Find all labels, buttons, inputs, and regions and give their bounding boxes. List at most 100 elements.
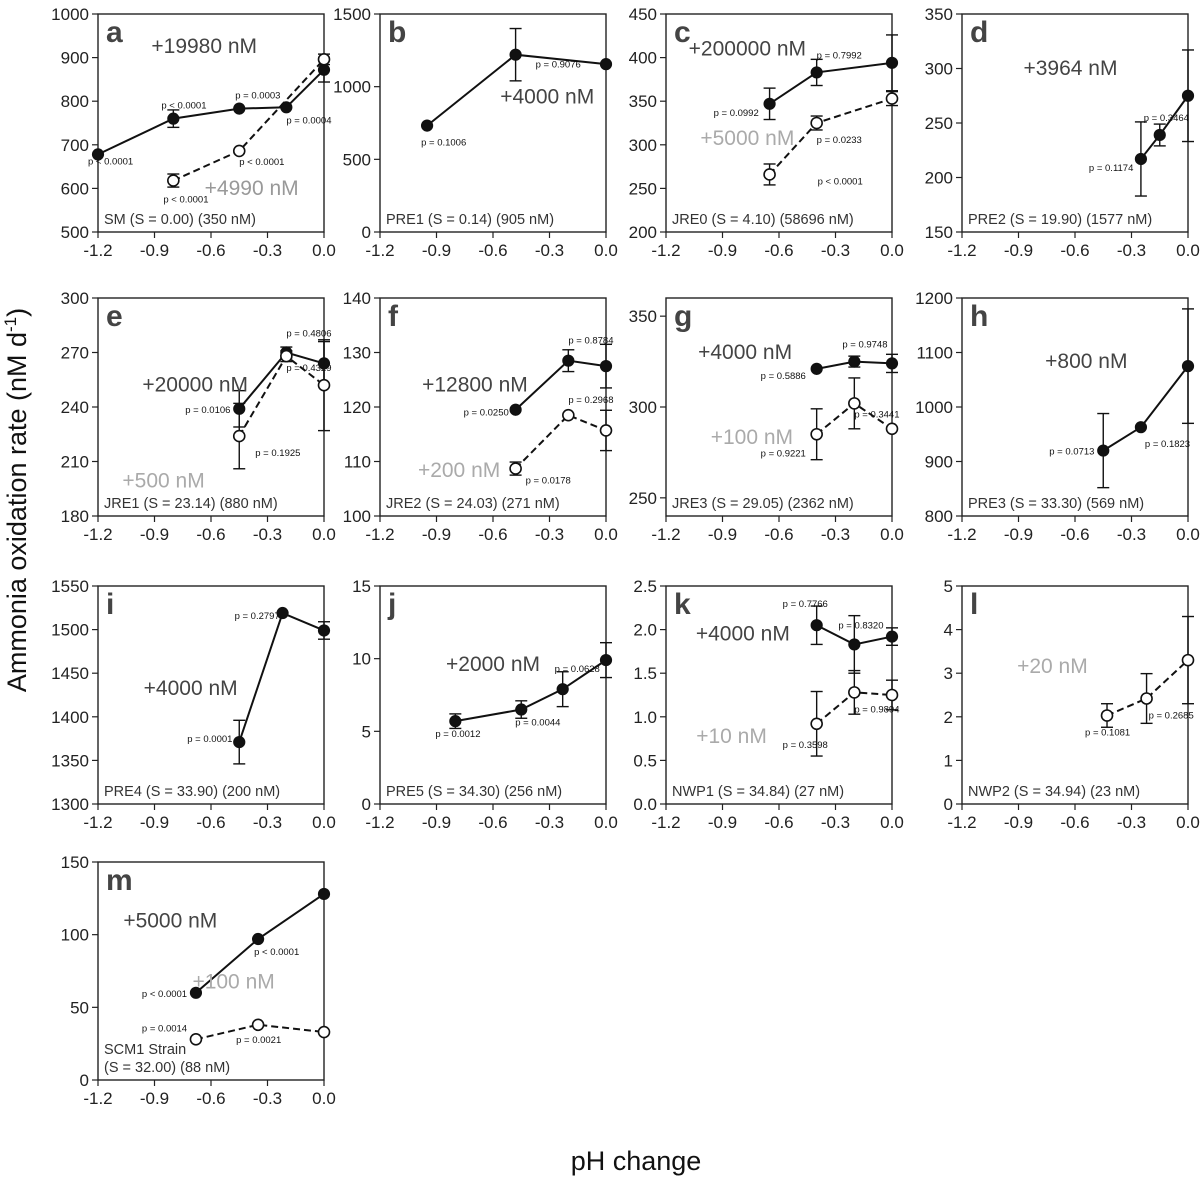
series-filled: p = 0.0012 p = 0.0044 p = 0.0628 +2000 nM <box>435 641 613 740</box>
concentration-label: +200 nM <box>418 459 500 482</box>
y-tick-label: 15 <box>352 577 371 596</box>
data-point <box>810 116 823 130</box>
concentration-label: +200000 nM <box>689 37 806 60</box>
series-line <box>1140 95 1189 160</box>
x-tick-label: -0.9 <box>140 1089 169 1108</box>
x-tick-label: -1.2 <box>83 525 112 544</box>
p-value-label: p = 0.0014 <box>142 1023 187 1034</box>
y-tick-label: 100 <box>343 507 371 526</box>
data-point <box>251 932 265 946</box>
data-point <box>317 1025 331 1039</box>
data-point <box>885 630 899 643</box>
data-point <box>317 887 331 901</box>
x-tick-label: 0.0 <box>312 813 336 832</box>
x-tick-label: 0.0 <box>1176 525 1200 544</box>
y-tick-label: 150 <box>925 223 953 242</box>
data-point <box>509 462 522 475</box>
data-point <box>317 378 331 392</box>
y-tick-label: 270 <box>61 344 89 363</box>
series-line <box>238 611 325 743</box>
data-point <box>509 403 522 416</box>
series-filled: p = 0.7766 p = 0.8320 +4000 nM <box>696 599 899 674</box>
p-value-label: p = 0.9894 <box>854 704 899 715</box>
p-value-label: p = 0.0021 <box>236 1035 281 1046</box>
data-point <box>317 624 331 637</box>
y-tick-label: 500 <box>343 150 371 169</box>
y-tick-label: 5 <box>362 722 371 741</box>
data-point <box>233 735 246 749</box>
y-tick-label: 1 <box>944 751 953 770</box>
x-tick-label: -0.6 <box>478 813 507 832</box>
p-value-label: p = 0.1823 <box>1145 439 1190 450</box>
data-point <box>449 715 462 728</box>
panel-letter: d <box>970 16 988 49</box>
x-tick-label: -0.6 <box>764 525 793 544</box>
panel-l: 0 1 2 3 4 5 -1.2 -0.9 -0.6 -0.3 0.0 l NWP2 (S = 34.9… <box>944 577 1200 832</box>
x-tick-label: -0.9 <box>422 241 451 260</box>
p-value-label: p = 0.7766 <box>783 599 828 610</box>
concentration-label: +100 nM <box>711 426 793 449</box>
x-tick-label: -0.6 <box>764 813 793 832</box>
y-tick-label: 180 <box>61 507 89 526</box>
y-axis-title: Ammonia oxidation rate (nM d-1) <box>1 308 32 692</box>
series-filled: p = 0.0713 p = 0.1823 +800 nM <box>1045 308 1195 489</box>
concentration-label: +4990 nM <box>205 177 299 200</box>
data-point <box>91 148 105 161</box>
series-line <box>769 61 893 105</box>
y-tick-label: 1400 <box>51 708 89 727</box>
x-tick-label: -1.2 <box>651 525 680 544</box>
p-value-label: p = 0.4806 <box>286 329 331 340</box>
y-tick-label: 110 <box>344 453 371 472</box>
site-label: JRE2 (S = 24.03) (271 nM) <box>386 496 560 512</box>
panel-d: 150 200 250 300 350 -1.2 -0.9 -0.6 -0.3 0.0 d PRE2 … <box>925 5 1200 260</box>
concentration-label: +4000 nM <box>500 85 594 108</box>
y-tick-label: 1100 <box>916 344 953 363</box>
p-value-label: p < 0.0001 <box>239 157 284 168</box>
site-label: PRE3 (S = 33.30) (569 nM) <box>968 496 1144 512</box>
data-point <box>1140 692 1153 705</box>
y-tick-label: 500 <box>61 223 89 242</box>
y-tick-label: 2.5 <box>633 577 657 596</box>
panel-b: 0 500 1000 1500 -1.2 -0.9 -0.6 -0.3 0.0 b PRE1 (S … <box>333 5 618 260</box>
data-point <box>1181 653 1195 667</box>
p-value-label: p < 0.0001 <box>161 101 206 112</box>
y-tick-label: 0 <box>362 795 371 814</box>
x-tick-label: -0.6 <box>196 525 225 544</box>
data-point <box>562 408 575 422</box>
data-point <box>317 53 331 66</box>
site-label: SM (S = 0.00) (350 nM) <box>104 212 256 228</box>
p-value-label: p = 0.3464 <box>1144 113 1189 124</box>
x-tick-label: -0.3 <box>253 1089 282 1108</box>
y-tick-label: 0 <box>944 795 953 814</box>
data-point <box>232 144 246 158</box>
site-label: PRE1 (S = 0.14) (905 nM) <box>386 212 554 228</box>
data-point <box>599 360 613 373</box>
site-label: JRE1 (S = 23.14) (880 nM) <box>104 496 278 512</box>
x-tick-label: -0.9 <box>140 525 169 544</box>
y-tick-label: 1300 <box>51 795 89 814</box>
x-tick-label: -0.3 <box>253 525 282 544</box>
y-tick-label: 450 <box>629 5 657 24</box>
data-point <box>763 97 776 110</box>
panel-a: 500 600 700 800 900 1000 -1.2 -0.9 -0.6 -0.3 0.0 a S… <box>51 5 336 260</box>
data-point <box>599 654 613 667</box>
data-point <box>848 686 861 699</box>
p-value-label: p = 0.8784 <box>568 336 613 347</box>
x-tick-label: -0.3 <box>821 525 850 544</box>
x-tick-label: -0.3 <box>1117 241 1146 260</box>
y-tick-label: 3 <box>944 664 953 683</box>
p-value-label: p = 0.1006 <box>421 138 466 149</box>
x-tick-label: -1.2 <box>83 813 112 832</box>
y-tick-label: 210 <box>61 453 89 472</box>
x-tick-label: -0.3 <box>1117 525 1146 544</box>
panel-letter: h <box>970 300 988 333</box>
concentration-label: +5000 nM <box>123 909 217 932</box>
series-filled: p = 0.0250 p = 0.8784 +12800 nM <box>422 336 613 419</box>
p-value-label: p = 0.0233 <box>817 135 862 146</box>
y-tick-label: 120 <box>343 398 371 417</box>
y-tick-label: 4 <box>944 621 953 640</box>
x-tick-label: -1.2 <box>651 241 680 260</box>
y-tick-label: 350 <box>629 92 657 111</box>
p-value-label: p = 0.8320 <box>838 620 883 631</box>
